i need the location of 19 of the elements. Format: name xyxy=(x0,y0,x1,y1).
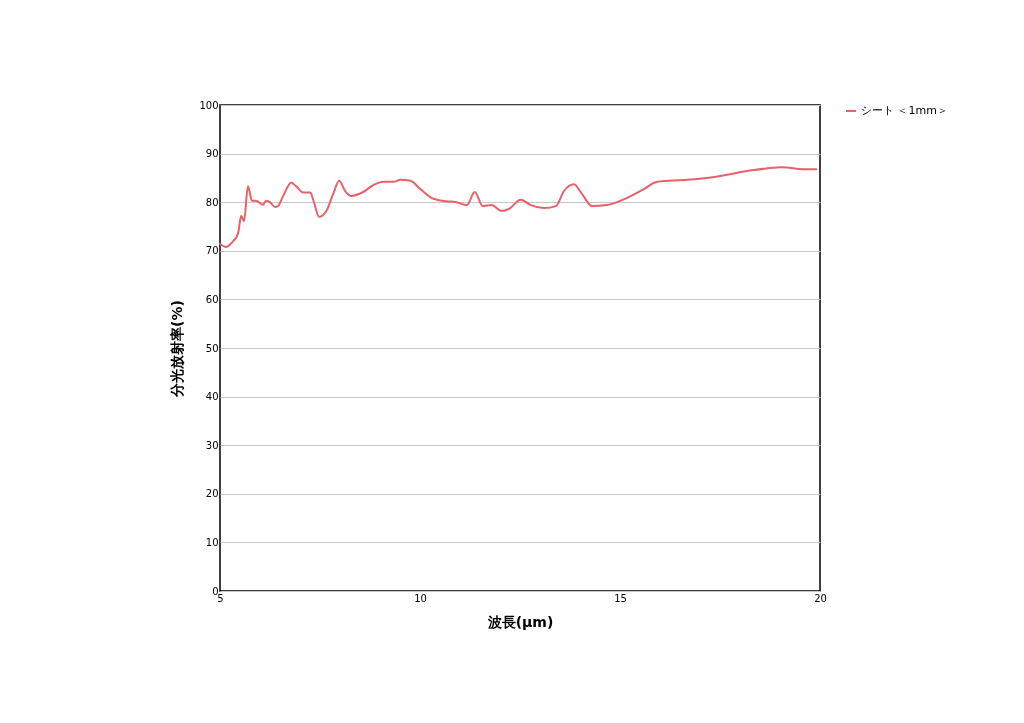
x-axis-title: 波長(µm) xyxy=(486,613,554,630)
line-series xyxy=(219,166,818,248)
y-tick-label: 80 xyxy=(205,196,219,208)
legend-label: シート ＜1mm＞ xyxy=(861,104,948,117)
x-tick-label: 10 xyxy=(414,592,427,604)
x-tick-label: 5 xyxy=(217,592,224,604)
y-tick-label: 100 xyxy=(199,99,219,111)
y-tick-label: 0 xyxy=(212,585,219,597)
y-tick-label: 10 xyxy=(205,536,219,548)
y-tick-label: 50 xyxy=(205,342,219,354)
x-tick-label: 20 xyxy=(814,592,827,604)
y-tick-label: 30 xyxy=(205,439,219,451)
y-tick-label: 60 xyxy=(205,293,219,305)
y-tick-label: 40 xyxy=(205,391,219,403)
x-tick-label: 15 xyxy=(614,592,627,604)
y-tick-label: 20 xyxy=(205,488,219,500)
y-tick-label: 70 xyxy=(205,245,219,257)
y-tick-label: 90 xyxy=(205,148,219,160)
y-axis-title: 分光放射率(%) xyxy=(169,300,186,398)
